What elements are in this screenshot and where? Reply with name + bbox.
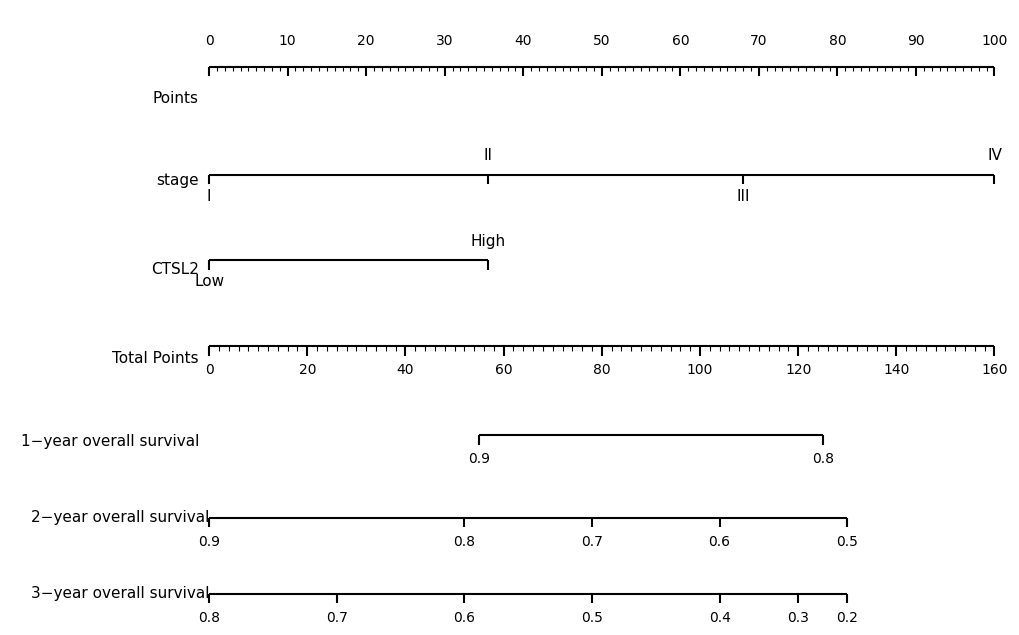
Text: 80: 80 [827, 34, 846, 48]
Text: I: I [207, 189, 211, 204]
Text: 0.4: 0.4 [708, 611, 730, 625]
Text: 3−year overall survival: 3−year overall survival [31, 586, 209, 601]
Text: stage: stage [156, 173, 199, 189]
Text: 0.8: 0.8 [198, 611, 220, 625]
Text: IV: IV [986, 148, 1001, 163]
Text: II: II [483, 148, 492, 163]
Text: 0.5: 0.5 [836, 535, 857, 549]
Text: 20: 20 [357, 34, 375, 48]
Text: 0.2: 0.2 [836, 611, 857, 625]
Text: High: High [470, 234, 505, 249]
Text: III: III [736, 189, 749, 204]
Text: 0.8: 0.8 [811, 452, 833, 466]
Text: 0.7: 0.7 [325, 611, 347, 625]
Text: 40: 40 [396, 363, 414, 377]
Text: 1−year overall survival: 1−year overall survival [20, 434, 199, 449]
Text: 100: 100 [686, 363, 712, 377]
Text: 0: 0 [205, 34, 213, 48]
Text: 30: 30 [435, 34, 453, 48]
Text: 80: 80 [592, 363, 610, 377]
Text: 160: 160 [980, 363, 1007, 377]
Text: 20: 20 [299, 363, 316, 377]
Text: 0.3: 0.3 [787, 611, 808, 625]
Text: 0.6: 0.6 [708, 535, 730, 549]
Text: 50: 50 [592, 34, 610, 48]
Text: 90: 90 [906, 34, 924, 48]
Text: 2−year overall survival: 2−year overall survival [31, 510, 209, 525]
Text: 60: 60 [494, 363, 512, 377]
Text: Low: Low [194, 274, 224, 290]
Text: 60: 60 [671, 34, 689, 48]
Text: 140: 140 [882, 363, 909, 377]
Text: 10: 10 [278, 34, 297, 48]
Text: 0.9: 0.9 [468, 452, 489, 466]
Text: 0.7: 0.7 [581, 535, 602, 549]
Text: 70: 70 [749, 34, 767, 48]
Text: 0: 0 [205, 363, 213, 377]
Text: Points: Points [153, 91, 199, 106]
Text: 0.6: 0.6 [452, 611, 475, 625]
Text: 0.9: 0.9 [198, 535, 220, 549]
Text: 0.5: 0.5 [581, 611, 602, 625]
Text: CTSL2: CTSL2 [151, 262, 199, 277]
Text: 40: 40 [514, 34, 532, 48]
Text: 100: 100 [980, 34, 1007, 48]
Text: 120: 120 [785, 363, 810, 377]
Text: 0.8: 0.8 [452, 535, 475, 549]
Text: Total Points: Total Points [112, 351, 199, 366]
